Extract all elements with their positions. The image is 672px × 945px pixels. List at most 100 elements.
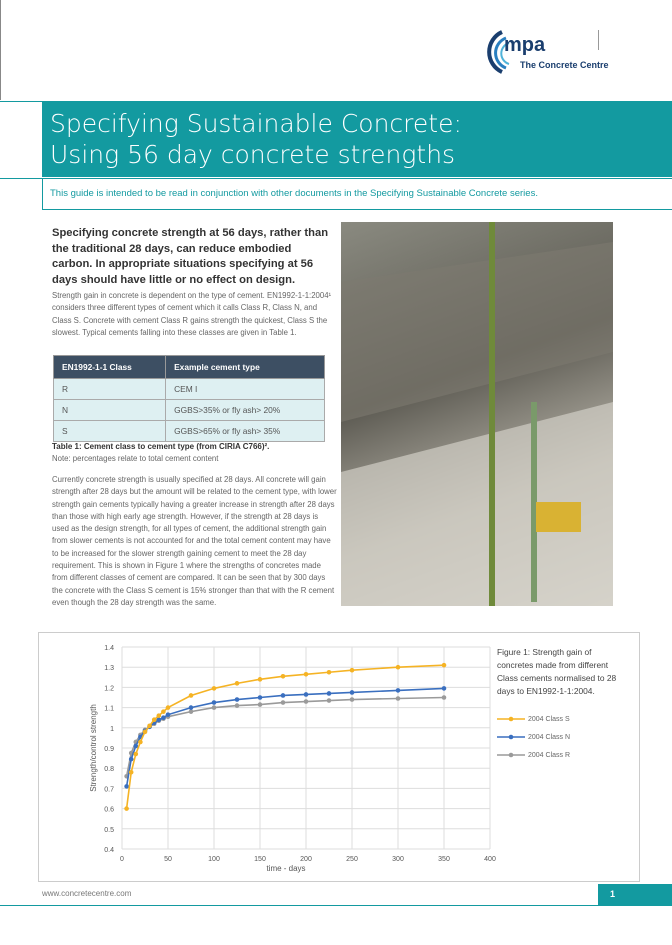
figure-caption: Figure 1: Strength gain of concretes mad… (497, 647, 617, 696)
logo-org: The Concrete Centre (520, 60, 609, 70)
x-tick-label: 350 (438, 856, 450, 863)
y-tick-label: 0.8 (104, 766, 114, 773)
data-point (161, 715, 166, 720)
series-line (125, 696, 445, 777)
data-point (303, 692, 309, 697)
data-point (124, 784, 129, 789)
x-axis-label: time - days (266, 864, 305, 873)
x-tick-label: 250 (346, 856, 358, 863)
data-point (326, 669, 332, 675)
data-point (165, 705, 171, 710)
title-line-1: Specifying Sustainable Concrete: (50, 109, 462, 138)
body-paragraph-1: Strength gain in concrete is dependent o… (52, 291, 332, 337)
y-tick-label: 0.6 (104, 807, 114, 814)
data-point (257, 677, 263, 682)
table-caption: Table 1: Cement class to cement type (fr… (52, 442, 270, 451)
x-tick-label: 300 (392, 856, 404, 863)
data-point (156, 713, 162, 718)
legend-label: 2004 Class R (528, 751, 571, 759)
title-line-2: Using 56 day concrete strengths (50, 140, 456, 169)
data-point (188, 709, 194, 714)
legend-item: 2004 Class R (497, 751, 570, 759)
data-point (349, 690, 355, 695)
legend-item: 2004 Class S (497, 715, 570, 723)
data-point (303, 671, 309, 677)
data-point (349, 667, 355, 673)
data-point (234, 681, 240, 686)
data-point (161, 709, 166, 714)
data-point (257, 695, 263, 700)
data-point (395, 688, 401, 693)
legend-item: 2004 Class N (497, 733, 570, 741)
data-point (234, 697, 240, 702)
x-tick-label: 50 (164, 856, 172, 863)
data-point (211, 705, 217, 710)
title-banner: Specifying Sustainable Concrete: Using 5… (42, 102, 672, 177)
cement-class-table: EN1992-1-1 Class Example cement type R CEM… (52, 355, 325, 442)
y-axis-label: Strength/control strength (89, 704, 98, 792)
data-point (303, 699, 309, 704)
data-point (165, 712, 171, 717)
table-row: N GGBS>35% or fly ash> 20% (52, 399, 325, 421)
data-point (128, 756, 134, 762)
data-point (124, 806, 129, 811)
legend-marker-icon (497, 734, 525, 740)
x-tick-label: 200 (300, 856, 312, 863)
data-point (211, 686, 217, 691)
table-row: R CEM I (52, 378, 325, 400)
x-tick-label: 0 (120, 856, 124, 863)
data-point (395, 696, 401, 701)
y-tick-label: 0.7 (104, 786, 114, 793)
strength-gain-chart: 0.4 0.5 0.6 0.7 0.8 0.9 1 1.1 1.2 1.3 1.4 0 50 100 150… (89, 645, 496, 873)
construction-site-photo (341, 222, 613, 606)
y-tick-label: 1.4 (104, 645, 114, 652)
data-point (326, 691, 332, 696)
subtitle: This guide is intended to be read in con… (50, 188, 538, 199)
lead-paragraph: Specifying concrete strength at 56 days,… (52, 227, 329, 286)
y-tick-label: 1 (110, 726, 114, 733)
data-point (188, 705, 194, 710)
data-point (211, 700, 217, 705)
data-point (142, 729, 148, 735)
data-point (441, 686, 447, 691)
data-point (280, 700, 286, 705)
data-point (395, 664, 401, 670)
y-tick-label: 0.4 (104, 847, 114, 854)
margin-rule (0, 0, 1, 100)
data-point (133, 743, 139, 749)
x-tick-label: 150 (254, 856, 266, 863)
y-tick-label: 1.1 (104, 706, 114, 713)
data-point (441, 662, 447, 668)
data-point (349, 697, 355, 702)
data-point (138, 739, 143, 745)
table-note: Note: percentages relate to total cement… (52, 454, 219, 463)
table-row: S GGBS>65% or fly ash> 35% (52, 420, 325, 442)
y-tick-label: 1.3 (104, 665, 114, 672)
legend-marker-icon (497, 752, 525, 758)
data-point (128, 769, 134, 775)
data-point (133, 751, 139, 757)
figure-1-box (38, 632, 640, 882)
x-tick-label: 400 (484, 856, 496, 863)
legend-label: 2004 Class N (528, 733, 571, 741)
mpa-logo: mpa The Concrete Centre (472, 28, 612, 78)
x-tick-label: 100 (208, 856, 220, 863)
series-line (125, 664, 445, 809)
data-point (151, 717, 157, 723)
table-header: EN1992-1-1 Class (52, 355, 167, 379)
table-header: Example cement type (165, 355, 325, 379)
data-point (147, 723, 152, 729)
data-point (441, 695, 447, 700)
logo-arc-icon (487, 30, 510, 74)
data-point (280, 693, 286, 698)
data-point (257, 702, 263, 707)
data-point (234, 703, 240, 708)
legend-label: 2004 Class S (528, 715, 570, 723)
y-tick-label: 1.2 (104, 685, 114, 692)
data-point (280, 673, 286, 679)
body-paragraph-2: Currently concrete strength is usually s… (52, 475, 337, 607)
legend-marker-icon (497, 716, 525, 722)
footer-url[interactable]: www.concretecentre.com (42, 889, 132, 898)
logo-mark: mpa (504, 34, 546, 56)
page-number: 1 (598, 884, 672, 906)
